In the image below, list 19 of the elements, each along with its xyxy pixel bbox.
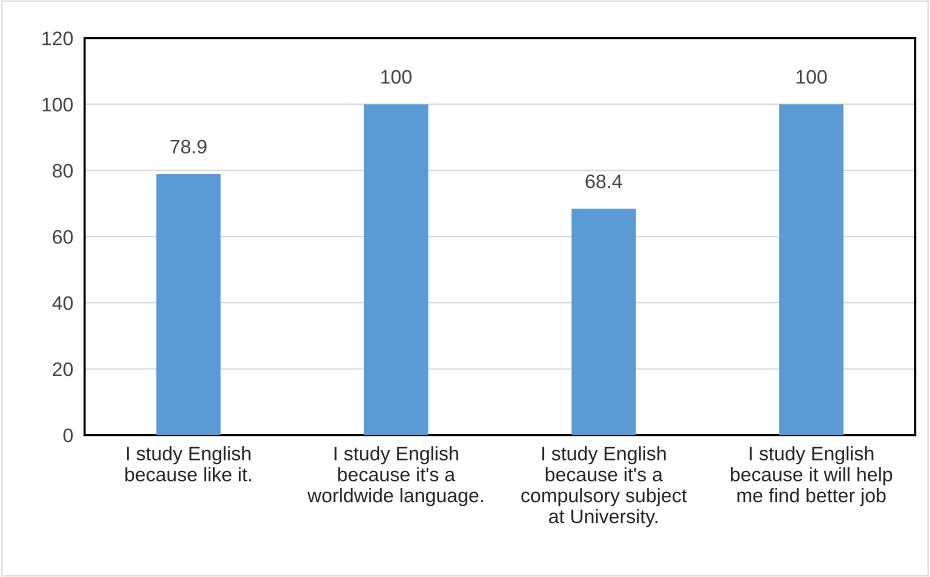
- y-tick-label: 60: [52, 230, 73, 244]
- bar: [572, 208, 636, 436]
- bar: [364, 104, 428, 436]
- y-tick-label: 40: [52, 296, 73, 310]
- bar: [156, 174, 221, 436]
- x-tick-label: I study English because it's a worldwide language.: [307, 446, 483, 506]
- data-label: 100: [381, 70, 412, 84]
- y-tick-label: 100: [42, 98, 73, 112]
- data-label: 68.4: [586, 174, 622, 188]
- y-tick-label: 120: [42, 32, 73, 46]
- y-tick-label: 80: [52, 164, 73, 178]
- x-tick-label: I study English because like it.: [125, 446, 251, 482]
- data-label: 100: [796, 70, 827, 84]
- data-label: 78.9: [170, 140, 206, 154]
- x-tick-label: I study English because it will help me find better job: [730, 446, 892, 506]
- y-tick-label: 20: [52, 362, 73, 376]
- y-tick-label: 0: [63, 428, 73, 442]
- bar: [779, 104, 844, 436]
- x-tick-label: I study English because it's a compulsory subject at University.: [521, 446, 687, 528]
